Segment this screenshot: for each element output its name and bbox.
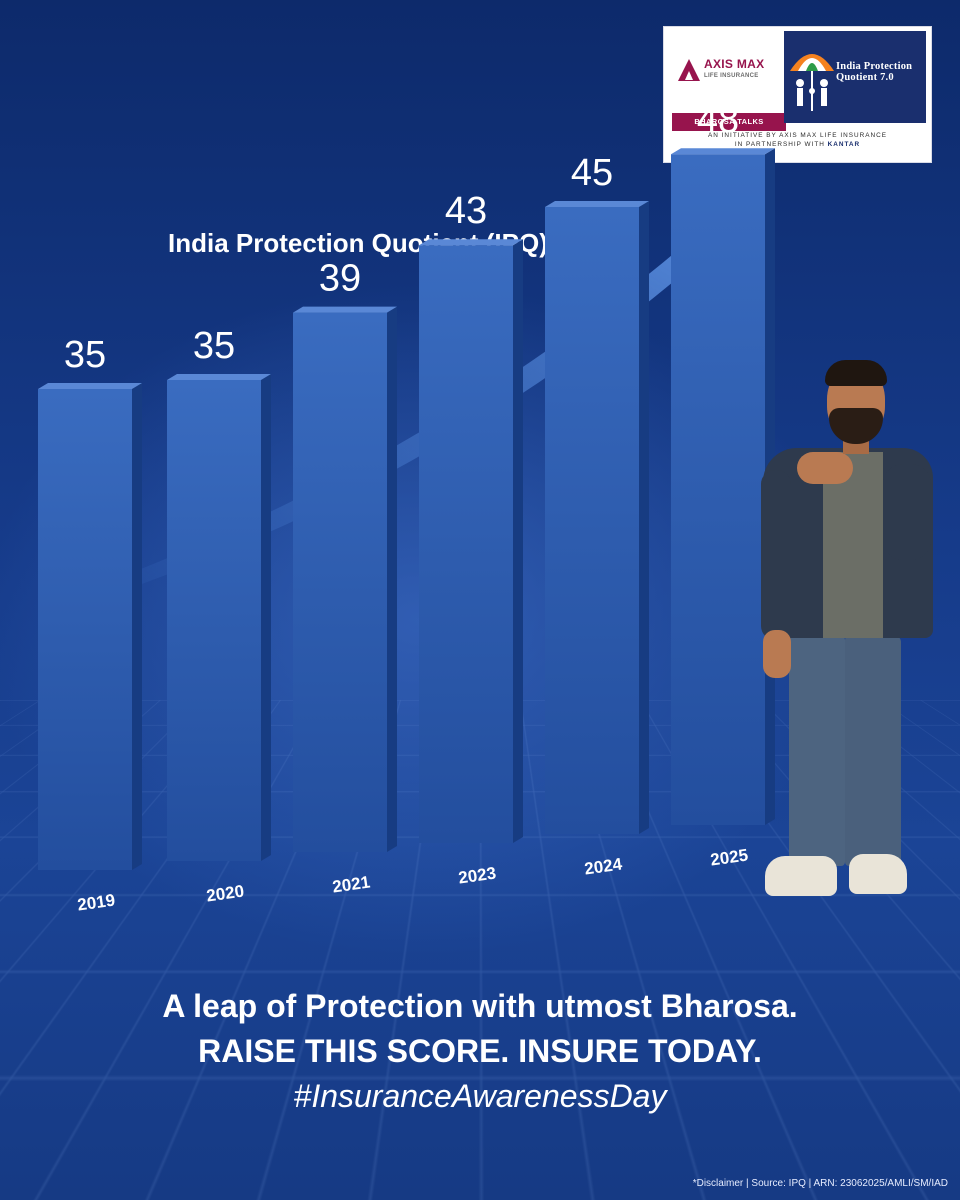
left-hand (763, 630, 791, 678)
year-label-2023: 2023 (457, 864, 497, 888)
shoe-left (765, 856, 837, 896)
hashtag: #InsuranceAwarenessDay (0, 1074, 960, 1119)
bar-top-2023 (419, 239, 523, 245)
bar-2024 (545, 201, 649, 834)
value-label-2020: 35 (193, 325, 235, 367)
bar-side-2024 (639, 201, 649, 834)
year-label-2019: 2019 (76, 891, 116, 915)
bar-face-2023 (419, 245, 513, 843)
value-label-2019: 35 (64, 334, 106, 376)
pointing-hand (797, 452, 853, 484)
bar-top-2020 (167, 374, 271, 380)
bar-2019 (38, 383, 142, 870)
year-label-2021: 2021 (331, 873, 371, 897)
value-label-2023: 43 (445, 190, 487, 232)
shoe-right (849, 854, 907, 894)
bar-face-2020 (167, 380, 261, 861)
beard (829, 408, 883, 444)
bar-side-2019 (132, 383, 142, 870)
bar-side-2021 (387, 307, 397, 852)
disclaimer: *Disclaimer | Source: IPQ | ARN: 2306202… (693, 1178, 948, 1189)
bar-top-2024 (545, 201, 649, 207)
bar-top-2025 (671, 148, 775, 154)
bar-2023 (419, 239, 523, 843)
jeans-left-leg (789, 636, 845, 866)
bar-top-2021 (293, 307, 397, 313)
value-label-2024: 45 (571, 152, 613, 194)
hair (825, 360, 887, 386)
bar-2020 (167, 374, 271, 861)
value-label-2025: 48 (697, 99, 739, 141)
bar-side-2023 (513, 239, 523, 843)
tagline-line2: RAISE THIS SCORE. INSURE TODAY. (0, 1029, 960, 1074)
bar-2021 (293, 307, 397, 852)
bar-face-2019 (38, 389, 132, 870)
bar-face-2025 (671, 154, 765, 825)
value-label-2021: 39 (319, 258, 361, 300)
bar-side-2020 (261, 374, 271, 861)
year-label-2020: 2020 (205, 882, 245, 906)
year-label-2025: 2025 (709, 846, 749, 870)
person-illustration (755, 360, 945, 905)
tagline-line1: A leap of Protection with utmost Bharosa… (0, 984, 960, 1029)
bar-face-2024 (545, 207, 639, 834)
tagline: A leap of Protection with utmost Bharosa… (0, 984, 960, 1119)
left-arm (761, 470, 791, 640)
year-label-2024: 2024 (583, 854, 624, 878)
bar-face-2021 (293, 313, 387, 852)
jeans-right-leg (845, 636, 901, 866)
bar-top-2019 (38, 383, 142, 389)
right-arm (883, 464, 931, 560)
